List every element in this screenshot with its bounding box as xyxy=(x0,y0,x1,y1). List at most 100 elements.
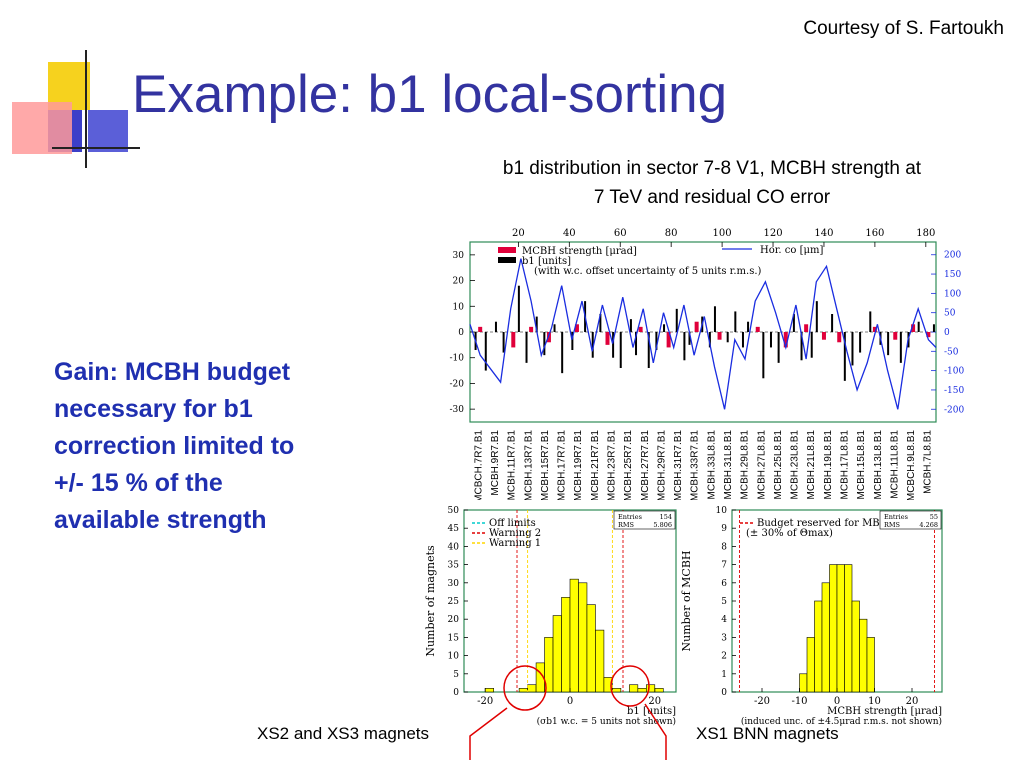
magnet-label: MCBH.33L8.B1 xyxy=(706,430,717,500)
deco-blue-rect xyxy=(88,110,128,152)
legend-label: Warning 1 xyxy=(489,538,541,549)
gain-line-4: +/- 15 % of the xyxy=(54,469,223,497)
orbit-line xyxy=(469,258,937,410)
x-tick-label: 20 xyxy=(648,696,661,707)
magnet-label: MCBH.15L8.B1 xyxy=(856,430,867,500)
b1-bar xyxy=(769,332,772,348)
y-tick-label: 6 xyxy=(721,579,727,589)
left-tick-label: 0 xyxy=(458,328,464,338)
magnet-label: MCBH.17L8.B1 xyxy=(840,430,851,500)
b1-bar xyxy=(831,314,834,332)
gain-line-3: correction limited to xyxy=(54,432,295,460)
b1-bar xyxy=(810,332,813,358)
b1-bar xyxy=(517,285,520,332)
y-tick-label: 50 xyxy=(448,506,460,516)
x-tick-label: 10 xyxy=(868,696,881,707)
magnet-label: MCBH.23L8.B1 xyxy=(790,430,801,500)
right-tick-label: 100 xyxy=(944,289,961,299)
y-tick-label: 9 xyxy=(721,524,727,534)
legend-label: Off limits xyxy=(489,518,536,529)
b1-bar xyxy=(494,321,497,332)
magnet-label: MCBH.29R7.B1 xyxy=(656,430,667,500)
histogram-bar xyxy=(595,629,605,693)
legend-mcbh-label: MCBH strength [μrad] xyxy=(522,246,637,257)
magnet-label: MCBH.13L8.B1 xyxy=(873,430,884,500)
xs2-pointer xyxy=(469,707,508,760)
b1-bar xyxy=(708,332,711,348)
gain-line-5: available strength xyxy=(54,506,267,534)
histogram-bar xyxy=(603,677,613,693)
mcbh-bar xyxy=(821,332,826,340)
right-tick-label: -150 xyxy=(944,386,964,396)
b1-bar xyxy=(663,324,666,332)
y-tick-label: 10 xyxy=(448,652,460,662)
b1-bar xyxy=(869,311,872,332)
top-tick-label: 20 xyxy=(512,228,525,239)
b1-bar xyxy=(800,332,803,361)
top-tick-label: 40 xyxy=(563,228,576,239)
b1-bar xyxy=(619,332,622,368)
mcbh-histogram: 0 1 2 3 4 5 6 7 8 9 10 -20 -10 0 10 20 Number of MCBH MCB… xyxy=(680,506,943,727)
gain-line-2: necessary for b1 xyxy=(54,395,253,423)
b1-bar xyxy=(859,332,862,353)
y-tick-label: 20 xyxy=(448,615,460,625)
histogram-bar xyxy=(814,600,823,693)
b1-distribution-plot: 20 40 60 80 100 120 140 160 1803020100-10-20-302… xyxy=(450,228,965,500)
stats-rms-label: RMS xyxy=(618,521,634,529)
mcbh-bar xyxy=(755,326,760,332)
histogram-bar xyxy=(836,564,845,693)
legend-label: Warning 2 xyxy=(489,528,541,539)
b1-bar xyxy=(484,332,487,371)
histogram-footnote: (induced unc. of ±4.5μrad r.m.s. not sho… xyxy=(741,716,942,727)
left-tick-label: 10 xyxy=(453,302,465,312)
mcbh-bar xyxy=(529,326,534,332)
histogram-bar xyxy=(829,564,838,693)
mcbh-bar xyxy=(666,332,671,348)
magnet-label: MCBH.25L8.B1 xyxy=(773,430,784,500)
stats-box xyxy=(613,510,676,530)
histogram-bar xyxy=(806,637,815,693)
legend-b1-swatch xyxy=(498,257,516,263)
b1-bar xyxy=(734,311,737,332)
legend-b1-label: b1 [units] xyxy=(522,256,571,267)
stats-entries-value: 55 xyxy=(930,513,938,521)
mcbh-bar xyxy=(783,332,788,348)
x-axis-label: MCBH strength [μrad] xyxy=(827,706,942,717)
b1-bar xyxy=(502,332,505,353)
b1-bar xyxy=(683,332,686,361)
y-tick-label: 35 xyxy=(448,561,460,571)
right-tick-label: -100 xyxy=(944,367,964,377)
y-tick-label: 15 xyxy=(448,633,460,643)
b1-bar xyxy=(688,332,691,345)
b1-bar xyxy=(726,332,729,343)
b1-bar xyxy=(713,306,716,332)
x-tick-label: 20 xyxy=(906,696,919,707)
stats-entries-label: Entries xyxy=(884,513,908,521)
x-tick-label: 0 xyxy=(567,696,573,707)
y-tick-label: 4 xyxy=(721,615,727,625)
magnet-label: MCBH.13R7.B1 xyxy=(523,430,534,500)
xs2-xs3-label: XS2 and XS3 magnets xyxy=(257,724,430,743)
mcbh-bar xyxy=(546,332,551,343)
b1-bar xyxy=(655,332,658,350)
b1-bar xyxy=(635,332,638,356)
y-tick-label: 10 xyxy=(716,506,728,516)
b1-bar xyxy=(741,332,744,348)
y-axis-label: Number of MCBH xyxy=(680,551,693,652)
left-tick-label: -10 xyxy=(450,354,465,364)
y-tick-label: 25 xyxy=(448,597,460,607)
y-tick-label: 40 xyxy=(448,542,460,552)
y-tick-label: 7 xyxy=(721,561,727,571)
b1-bar xyxy=(917,321,920,332)
histogram-bar xyxy=(851,600,860,693)
mcbh-bar xyxy=(511,332,516,348)
magnet-label: MCBH.17R7.B1 xyxy=(557,430,568,500)
right-tick-label: 0 xyxy=(944,328,950,338)
magnet-label: MCBH.7L8.B1 xyxy=(923,430,934,494)
xs3-circle xyxy=(610,665,650,707)
b1-bar xyxy=(815,301,818,332)
b1-bar xyxy=(543,332,546,356)
x-tick-label: -10 xyxy=(791,696,807,707)
mcbh-bar xyxy=(717,332,722,340)
histogram-bar xyxy=(859,618,868,693)
